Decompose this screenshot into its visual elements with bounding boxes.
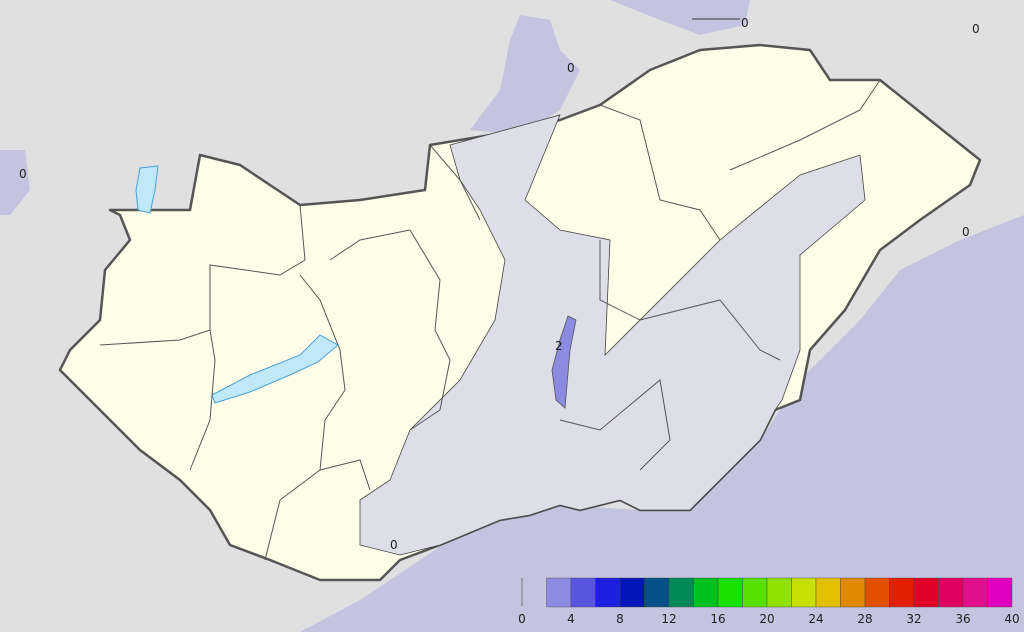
legend-tick-label: 24 xyxy=(808,612,823,626)
legend-swatch xyxy=(840,577,866,608)
legend-tick-label: 32 xyxy=(906,612,921,626)
field-region-north xyxy=(470,15,580,135)
legend-tick-label: 20 xyxy=(759,612,774,626)
legend-swatch xyxy=(619,577,645,608)
legend-swatch xyxy=(693,577,719,608)
legend-tick-label: 28 xyxy=(857,612,872,626)
legend-swatch xyxy=(742,577,768,608)
contour-label: 0 xyxy=(19,167,27,181)
contour-label: 2 xyxy=(555,339,563,353)
legend-swatch xyxy=(546,577,572,608)
legend-swatch xyxy=(644,577,670,608)
legend-swatch xyxy=(913,577,939,608)
color-legend: 0 4 8 12 16 20 24 28 32 36 40 xyxy=(518,577,1020,626)
contour-label: 0 xyxy=(741,16,749,30)
legend-tick-label: 8 xyxy=(616,612,624,626)
legend-swatch xyxy=(717,577,743,608)
legend-swatch xyxy=(791,577,817,608)
legend-swatch xyxy=(766,577,792,608)
legend-tick-label: 40 xyxy=(1004,612,1019,626)
contour-label: 0 xyxy=(972,22,980,36)
legend-swatch xyxy=(889,577,915,608)
legend-tick-label: 16 xyxy=(710,612,725,626)
legend-swatch xyxy=(668,577,694,608)
contour-label: 0 xyxy=(390,538,398,552)
legend-tick-label: 12 xyxy=(661,612,676,626)
field-region-west xyxy=(0,150,30,215)
zero-band-region xyxy=(359,114,866,556)
legend-swatch xyxy=(595,577,621,608)
field-patch-center xyxy=(551,315,577,409)
field-region-northeast xyxy=(610,0,750,35)
legend-swatch xyxy=(864,577,890,608)
lake-ferto xyxy=(135,165,159,214)
legend-tick-label: 0 xyxy=(518,612,526,626)
legend-swatch xyxy=(570,577,596,608)
legend-swatch xyxy=(987,577,1013,608)
legend-swatch xyxy=(815,577,841,608)
contour-label: 0 xyxy=(567,61,575,75)
contour-label: 0 xyxy=(962,225,970,239)
legend-tick-label: 36 xyxy=(955,612,970,626)
lake-balaton xyxy=(211,334,339,404)
legend-swatch xyxy=(962,577,988,608)
legend-tick-label: 4 xyxy=(567,612,575,626)
legend-swatch xyxy=(938,577,964,608)
county-borders xyxy=(99,79,881,561)
